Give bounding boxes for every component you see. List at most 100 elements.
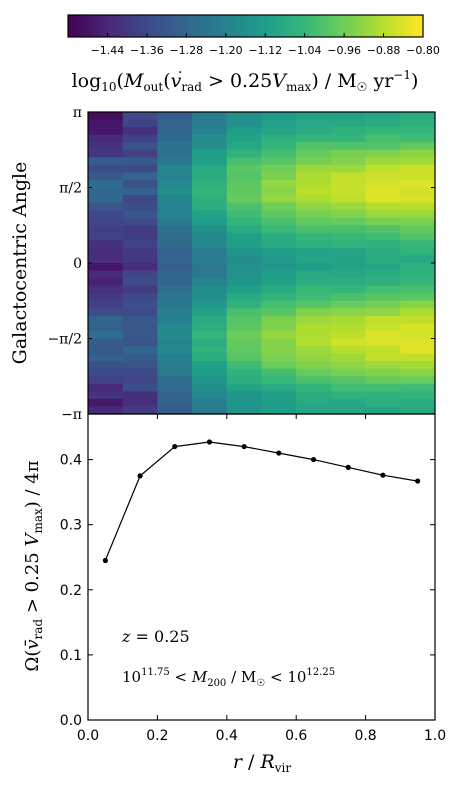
heatmap-cell (122, 195, 158, 204)
colorbar-segment (227, 15, 232, 37)
heatmap-cell (88, 361, 124, 370)
data-point (345, 464, 351, 470)
heatmap-cell (157, 293, 193, 302)
colorbar-tick-label: −1.28 (169, 44, 203, 57)
heatmap-cell (365, 315, 401, 324)
heatmap-cell (296, 164, 332, 173)
heatmap-cell (330, 263, 367, 272)
heatmap-cell (157, 232, 193, 241)
heatmap-cell (192, 240, 228, 249)
heatmap-cell (261, 361, 297, 370)
heatmap-cell (157, 323, 193, 332)
heatmap-cell (261, 330, 297, 339)
colorbar-segment (304, 15, 309, 37)
heatmap-cell (157, 179, 193, 188)
heatmap-cell (400, 210, 436, 219)
heatmap-cell (226, 179, 262, 188)
heatmap-cell (400, 308, 436, 317)
heatmap-cell (226, 338, 262, 347)
heatmap-cell (296, 323, 332, 332)
heatmap-cell (88, 323, 124, 332)
heatmap-cell (330, 353, 367, 362)
heatmap-cell (400, 112, 436, 121)
heatmap-cell (400, 164, 436, 173)
heatmap-cell (157, 202, 193, 211)
heatmap-cell (122, 157, 158, 166)
heatmap-cell (330, 119, 367, 128)
heatmap-cell (157, 240, 193, 249)
heatmap-cell (192, 323, 228, 332)
heatmap-cell (261, 127, 297, 136)
heatmap-cell (226, 323, 262, 332)
heatmap-cell (226, 210, 262, 219)
heatmap-cell (261, 368, 297, 377)
heatmap-cell (192, 225, 228, 234)
colorbar-segment (411, 15, 415, 37)
heatmap-cell (157, 406, 193, 415)
colorbar-segment (396, 15, 400, 37)
heatmap-cell (296, 285, 332, 294)
colorbar-segment (204, 15, 208, 37)
heatmap-cell (296, 127, 332, 136)
colorbar-segment (251, 15, 255, 37)
colorbar-segment (82, 15, 87, 37)
heatmap-cell (122, 240, 158, 249)
colorbar-segment (408, 15, 412, 37)
heatmap-ytick-label: π (73, 105, 82, 121)
heatmap-cell (365, 255, 401, 264)
heatmap-cell (192, 149, 228, 158)
heatmap-cell (88, 210, 124, 219)
x-tick-label: 1.0 (424, 728, 446, 744)
colorbar-segment (331, 15, 335, 37)
colorbar-segment (162, 15, 167, 37)
colorbar-segment (390, 15, 395, 37)
heatmap-cell (365, 247, 401, 256)
heatmap-cell (157, 361, 193, 370)
heatmap-cell (330, 142, 367, 151)
heatmap-ytick-label: −π (61, 407, 82, 423)
heatmap-cell (330, 285, 367, 294)
heatmap-cell (365, 127, 401, 136)
heatmap-cell (192, 315, 228, 324)
data-point (172, 443, 178, 450)
heatmap-cell (261, 134, 297, 143)
heatmap-cell (330, 323, 367, 332)
heatmap-cell (226, 353, 262, 362)
heatmap-cell (226, 361, 262, 370)
heatmap-ytick-label: 0 (73, 256, 82, 272)
heatmap-cell (400, 202, 436, 211)
heatmap-cell (88, 112, 124, 121)
heatmap-cell (88, 240, 124, 249)
colorbar-segment (375, 15, 380, 37)
colorbar-segment (198, 15, 202, 37)
heatmap-cell (122, 179, 158, 188)
heatmap-cell (261, 285, 297, 294)
colorbar-segment (289, 15, 294, 37)
heatmap-cell (330, 391, 367, 400)
heatmap-cell (157, 353, 193, 362)
heatmap-cell (192, 263, 228, 272)
heatmap-cell (400, 157, 436, 166)
heatmap-cell (330, 112, 367, 121)
colorbar-tick-label: −1.44 (91, 44, 125, 57)
heatmap-cell (400, 346, 436, 355)
heatmap-cell (296, 225, 332, 234)
heatmap-cell (330, 157, 367, 166)
heatmap-cell (296, 330, 332, 339)
colorbar-segment (269, 15, 273, 37)
heatmap-cell (330, 217, 367, 226)
y-tick-label: 0.1 (60, 648, 82, 664)
y-tick-label: 0.0 (60, 713, 82, 729)
colorbar-tick-label: −0.80 (406, 44, 440, 57)
heatmap-cell (261, 225, 297, 234)
heatmap-cell (157, 112, 193, 121)
heatmap-cell (122, 315, 158, 324)
heatmap-cell (330, 330, 367, 339)
heatmap-cell (296, 383, 332, 392)
heatmap-cell (296, 368, 332, 377)
heatmap-cell (192, 112, 228, 121)
heatmap-cell (157, 398, 193, 407)
heatmap-cell (330, 134, 367, 143)
heatmap-cell (226, 172, 262, 181)
colorbar-segment (76, 15, 81, 37)
